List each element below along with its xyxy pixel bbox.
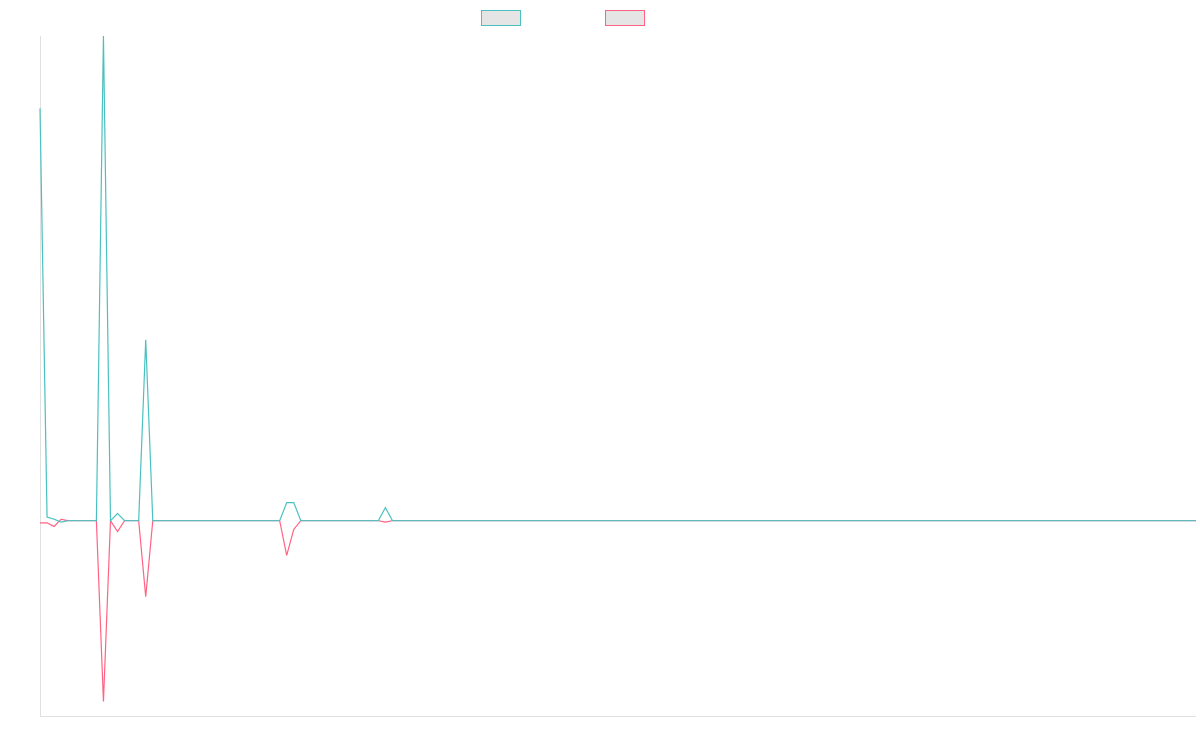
legend-swatch-series-2 [605,10,645,26]
legend-swatch-series-1 [481,10,521,26]
series-line-2 [40,518,1196,702]
series-line-1 [39,35,1196,523]
legend [0,9,1200,27]
legend-item-series-2[interactable] [605,9,651,27]
legend-item-series-1[interactable] [481,9,527,27]
series-layer [39,35,1196,702]
